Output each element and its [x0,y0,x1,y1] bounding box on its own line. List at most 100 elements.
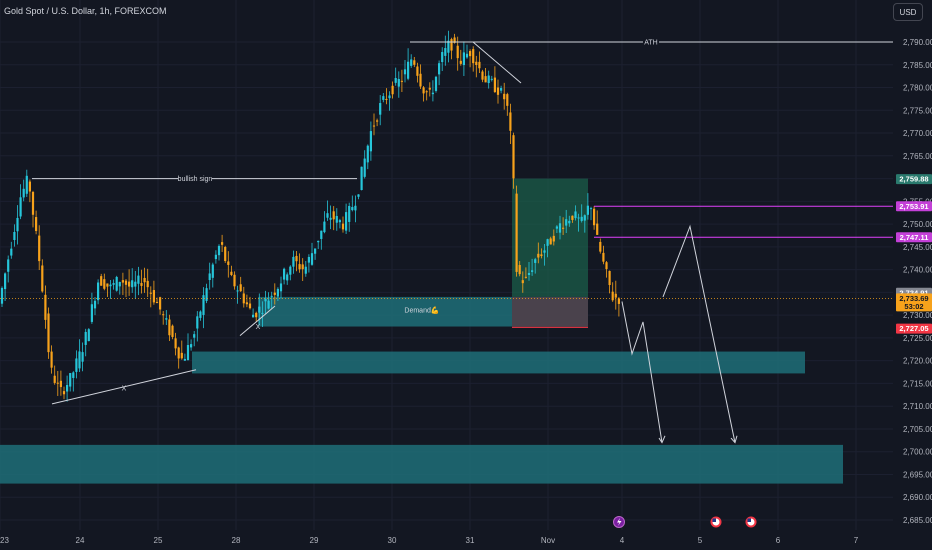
candle-body [323,221,326,233]
price-tick-label: 2,740.00 [903,266,932,275]
candle-body [543,250,546,253]
candle-body [496,87,500,95]
candle-body [469,51,472,57]
projection-path-1 [662,224,736,443]
candle-body [78,351,81,369]
candle-body [75,358,78,372]
candle-body [407,61,410,79]
candle-body [174,338,177,349]
price-tick-label: 2,685.00 [903,516,932,525]
candle-body [7,259,10,272]
candle-body [224,246,227,262]
candle-body [35,217,38,231]
candle-body [103,279,106,289]
zones [0,178,843,484]
candle-body [484,76,487,83]
candle-body [217,245,221,256]
price-tag-label: 2,727.05 [899,324,928,333]
candle-body [518,265,521,275]
candle-body [317,240,320,243]
candle-body [90,304,93,322]
time-tick-label: 28 [232,536,241,545]
price-tick-label: 2,765.00 [903,152,932,161]
candle-body [369,131,372,152]
bullish-sign-label: bullish sign [178,176,213,183]
candle-body [385,98,388,100]
candle-body [314,248,317,254]
candle-body [500,88,503,91]
price-axis: 2,790.00 2,785.00 2,780.00 2,775.00 2,770.00… [903,38,932,525]
price-tag-label: 2,734.91 [899,288,928,297]
candle-body [379,103,382,115]
candle-body [245,302,248,305]
candle-body [419,73,422,87]
candle-body [155,301,159,303]
candle-body [267,300,270,309]
price-tick-label: 2,710.00 [903,402,932,411]
candle-body [270,295,273,297]
time-tick-label: 25 [154,536,163,545]
candle-body [255,312,258,318]
candle-body [44,294,47,320]
candle-body [586,205,589,215]
candle-body [97,282,100,301]
candle-body [391,85,394,95]
candle-body [4,273,7,290]
candle-body [332,211,335,220]
price-tick-label: 2,705.00 [903,425,932,434]
x-label-1: X [122,385,127,392]
candle-body [47,313,50,353]
candle-body [487,75,490,84]
candle-body [574,211,577,219]
candle-body [394,77,397,83]
position-profit-box [512,178,588,297]
price-tick-label: 2,745.00 [903,243,932,252]
candle-body [413,60,416,65]
candle-body [611,291,614,301]
candle-body [425,91,428,93]
candle-body [462,52,465,66]
candle-body [69,373,72,387]
time-tick-label: 24 [76,536,85,545]
candle-body [214,254,217,260]
candle-body [0,287,4,304]
candle-body [447,40,450,53]
price-tag-label: 2,733.69 [899,294,928,303]
candle-body [286,274,289,281]
price-tag-label: 2,759.88 [899,175,928,184]
candle-body [438,63,441,75]
candle-body [453,37,456,43]
candle-body [348,205,351,222]
candle-body [199,311,202,318]
candle-body [583,215,586,221]
currency-button[interactable]: USD [893,3,923,21]
candle-body [186,345,190,361]
price-tick-label: 2,700.00 [903,448,932,457]
x-label-2: X [256,324,261,331]
candle-body [50,351,53,368]
candle-body [599,241,602,252]
candle-body [617,298,620,304]
candle-body [382,96,385,100]
candle-body [56,382,59,384]
time-tick-label: 6 [776,536,781,545]
candle-body [593,208,596,226]
candle-body [580,216,583,221]
candle-body [93,300,97,309]
candle-body [140,283,143,286]
time-tick-label: 31 [466,536,475,545]
candle-body [428,87,431,90]
candle-body [128,281,131,287]
candle-body [552,235,555,242]
candle-body [608,270,611,285]
candle-body [143,277,146,283]
candle-body [131,280,134,288]
price-tag-label: 2,747.11 [900,233,929,242]
candle-body [301,264,304,270]
candle-body [183,358,186,361]
demand-label: Demand💪 [404,305,439,314]
candle-body [605,262,608,270]
candle-body [459,60,462,64]
candle-body [335,215,338,223]
